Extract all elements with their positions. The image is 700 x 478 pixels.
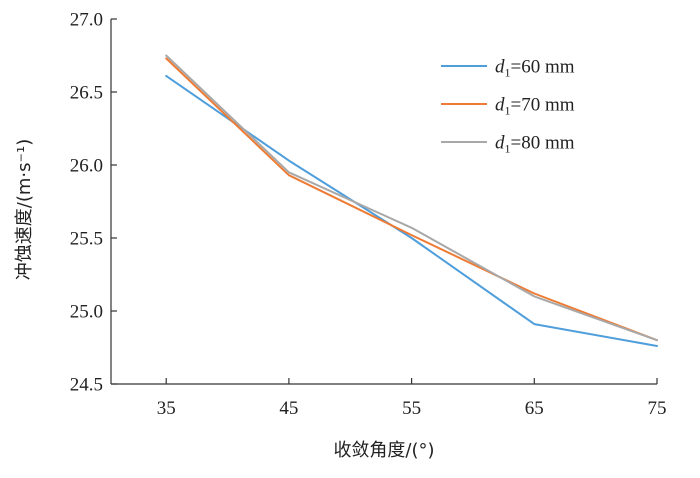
series-line-1 bbox=[165, 74, 658, 347]
legend-label-1: d1=60 mm bbox=[495, 57, 575, 80]
y-tick-label: 26.5 bbox=[70, 83, 103, 104]
chart-axes bbox=[110, 19, 657, 385]
y-tick-label: 27.0 bbox=[70, 10, 103, 31]
series-lines bbox=[165, 54, 658, 347]
y-tick-label: 25.0 bbox=[70, 302, 103, 323]
y-tick-label: 24.5 bbox=[70, 375, 103, 396]
y-tick-label: 25.5 bbox=[70, 229, 103, 250]
legend-label-3: d1=80 mm bbox=[495, 133, 575, 156]
x-axis-title: 收敛角度/(°) bbox=[333, 440, 434, 461]
series-line-3 bbox=[165, 54, 658, 342]
x-tick-label: 35 bbox=[157, 398, 176, 419]
legend: d1=60 mm d1=70 mm d1=80 mm bbox=[441, 57, 575, 156]
y-ticks: 24.5 25.0 25.5 26.0 26.5 27.0 bbox=[70, 10, 117, 396]
x-tick-label: 65 bbox=[525, 398, 544, 419]
legend-label-2: d1=70 mm bbox=[495, 95, 575, 118]
x-tick-label: 45 bbox=[279, 398, 298, 419]
series-line-2 bbox=[165, 57, 658, 342]
x-tick-label: 55 bbox=[402, 398, 421, 419]
x-ticks: 35 45 55 65 75 bbox=[157, 378, 667, 419]
y-axis-title: 冲蚀速度/(m·s⁻¹) bbox=[14, 139, 35, 280]
x-tick-label: 75 bbox=[648, 398, 667, 419]
y-tick-label: 26.0 bbox=[70, 156, 103, 177]
